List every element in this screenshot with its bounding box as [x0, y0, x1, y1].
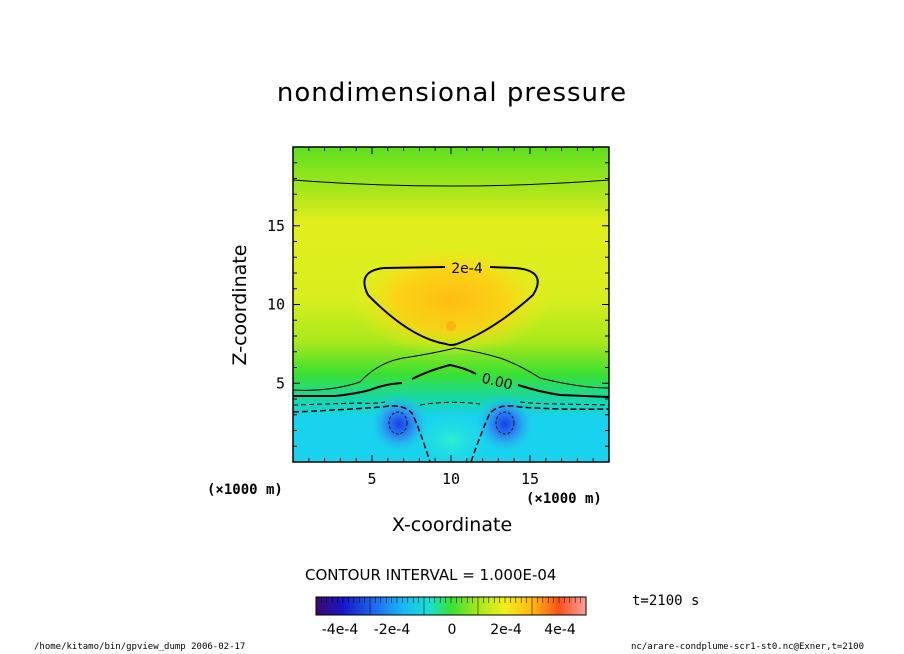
x-tick-label: 10 [442, 470, 460, 488]
x-axis-label: X-coordinate [391, 514, 513, 536]
colorbar-tick-label: 0 [447, 622, 457, 638]
plot-area [293, 147, 609, 462]
negative-minimum-right [475, 394, 535, 454]
footer-left: /home/kitamo/bin/gpview_dump 2006-02-17 [34, 642, 246, 652]
colorbar-tick-label: -4e-4 [321, 622, 359, 638]
contour-label: 2e-4 [451, 261, 483, 277]
colorbar-tick-label: 4e-4 [544, 622, 576, 638]
x-tick-label: 15 [521, 470, 539, 488]
contour-0 [293, 363, 609, 398]
contour-2e-4 [363, 266, 539, 346]
contour-negative [293, 401, 609, 406]
y-tick-label: 10 [267, 296, 285, 314]
negative-minimum-left [369, 394, 429, 454]
positive-pressure-region [351, 244, 551, 356]
center-low-region [411, 410, 491, 462]
colorbar-tick-label: -2e-4 [373, 622, 411, 638]
colorbar-tick-label: 2e-4 [490, 622, 522, 638]
contour-line [293, 347, 609, 391]
y-axis-label: Z-coordinate [229, 244, 251, 366]
y-tick-label: 15 [267, 217, 285, 235]
contour-negative [293, 405, 609, 462]
chart-title: nondimensional pressure [276, 78, 628, 108]
y-tick-label: 5 [276, 374, 285, 392]
contour-line [293, 179, 609, 187]
contour-interval: CONTOUR INTERVAL = 1.000E-04 [305, 566, 557, 584]
x-axis-unit: (×1000 m) [526, 491, 602, 507]
z-axis-unit: (×1000 m) [207, 482, 283, 498]
contour-label: 0.00 [480, 371, 514, 394]
time-label: t=2100 s [632, 593, 700, 609]
x-tick-label: 5 [367, 470, 376, 488]
footer-right: nc/arare-condplume-scr1-st0.nc@Exner,t=2… [631, 642, 864, 652]
